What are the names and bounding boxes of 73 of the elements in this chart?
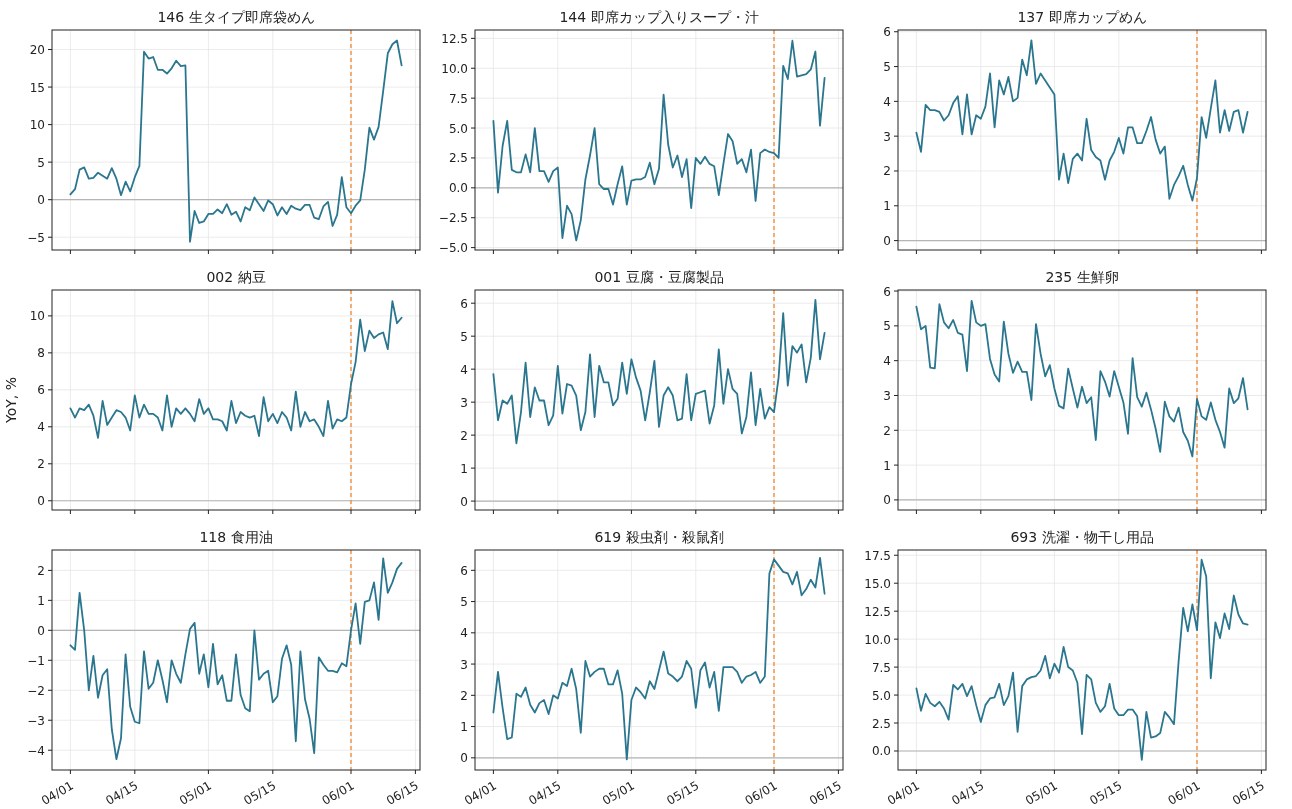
y-tick-label: 2 xyxy=(37,563,45,578)
y-tick-label: 0 xyxy=(37,193,45,208)
y-tick-label: 17.5 xyxy=(864,548,891,563)
y-tick-label: 2.5 xyxy=(871,716,891,731)
chart-title: 137 即席カップめん xyxy=(1017,9,1147,25)
y-tick-label: 1 xyxy=(460,461,468,476)
y-tick-label: 12.5 xyxy=(441,31,468,46)
y-tick-label: 2.5 xyxy=(448,151,468,166)
y-tick-label: 0 xyxy=(460,751,468,766)
y-tick-label: 6 xyxy=(37,383,45,398)
y-tick-label: 20 xyxy=(29,43,45,58)
y-tick-label: 7.5 xyxy=(871,660,891,675)
chart-title: 235 生鮮卵 xyxy=(1045,269,1119,285)
y-tick-label: 5 xyxy=(883,60,891,75)
y-tick-label: 10.0 xyxy=(441,61,468,76)
y-tick-label: 3 xyxy=(883,129,891,144)
y-tick-label: 10 xyxy=(29,118,45,133)
y-tick-label: 6 xyxy=(883,25,891,40)
chart-title: 144 即席カップ入りスープ・汁 xyxy=(559,9,759,25)
y-tick-label: −3 xyxy=(27,713,45,728)
y-tick-label: 2 xyxy=(883,423,891,438)
chart-title: 001 豆腐・豆腐製品 xyxy=(594,269,724,285)
y-tick-label: 0.0 xyxy=(448,181,468,196)
y-tick-label: −5 xyxy=(27,230,45,245)
y-axis-title: YoY, % xyxy=(3,376,19,425)
y-tick-label: 6 xyxy=(460,296,468,311)
y-tick-label: 3 xyxy=(460,657,468,672)
y-tick-label: 2 xyxy=(460,428,468,443)
y-tick-label: 5 xyxy=(460,595,468,610)
chart-title: 619 殺虫剤・殺鼠剤 xyxy=(594,529,724,545)
y-tick-label: −2.5 xyxy=(438,211,468,226)
y-tick-label: 4 xyxy=(37,420,45,435)
y-tick-label: 10 xyxy=(29,309,45,324)
y-tick-label: 2 xyxy=(37,457,45,472)
y-tick-label: 15.0 xyxy=(864,576,891,591)
chart-title: 693 洗濯・物干し用品 xyxy=(1010,529,1154,545)
y-tick-label: −2 xyxy=(27,683,45,698)
y-tick-label: 0 xyxy=(883,234,891,249)
chart-title: 146 生タイプ即席袋めん xyxy=(157,9,315,25)
y-tick-label: 4 xyxy=(883,94,891,109)
y-tick-label: 10.0 xyxy=(864,632,891,647)
y-tick-label: 5.0 xyxy=(448,121,468,136)
y-tick-label: 15 xyxy=(29,80,45,95)
y-tick-label: 6 xyxy=(460,563,468,578)
y-tick-label: 5 xyxy=(460,329,468,344)
chart-title: 118 食用油 xyxy=(199,529,273,545)
y-tick-label: 1 xyxy=(460,720,468,735)
y-tick-label: 4 xyxy=(460,362,468,377)
chart-title: 002 納豆 xyxy=(206,269,266,285)
y-tick-label: 1 xyxy=(883,458,891,473)
y-tick-label: 5 xyxy=(883,319,891,334)
y-tick-label: −5.0 xyxy=(438,241,468,256)
y-tick-label: −4 xyxy=(27,743,45,758)
y-tick-label: 5.0 xyxy=(871,688,891,703)
y-tick-label: 3 xyxy=(460,395,468,410)
y-tick-label: 4 xyxy=(883,354,891,369)
y-tick-label: 1 xyxy=(37,593,45,608)
y-tick-label: 0 xyxy=(883,493,891,508)
y-tick-label: 1 xyxy=(883,199,891,214)
y-tick-label: −1 xyxy=(27,653,45,668)
y-tick-label: 2 xyxy=(460,688,468,703)
y-tick-label: 0.0 xyxy=(871,744,891,759)
y-tick-label: 12.5 xyxy=(864,604,891,619)
y-tick-label: 3 xyxy=(883,388,891,403)
y-tick-label: 0 xyxy=(460,494,468,509)
y-tick-label: 0 xyxy=(37,494,45,509)
y-tick-label: 4 xyxy=(460,626,468,641)
y-tick-label: 0 xyxy=(37,623,45,638)
y-tick-label: 8 xyxy=(37,346,45,361)
y-tick-label: 6 xyxy=(883,284,891,299)
y-tick-label: 5 xyxy=(37,155,45,170)
y-tick-label: 7.5 xyxy=(448,91,468,106)
y-tick-label: 2 xyxy=(883,164,891,179)
